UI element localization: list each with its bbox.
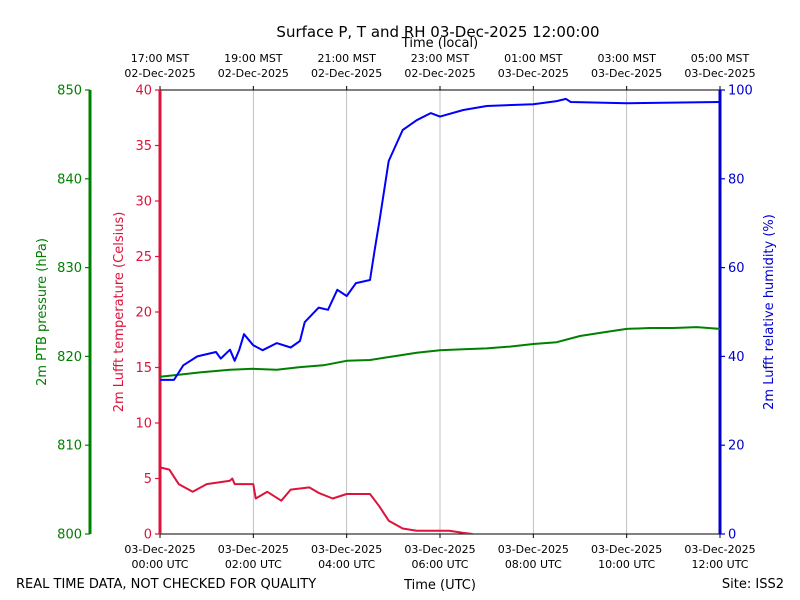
x-top-tick-label: 21:00 MST (317, 52, 376, 65)
x-tick-label: 03-Dec-2025 (404, 543, 475, 556)
y2-tick-label: 80 (728, 172, 745, 187)
x-tick-label: 04:00 UTC (318, 558, 375, 571)
y-tick-label: 40 (135, 84, 152, 99)
y2-tick-label: 40 (728, 350, 745, 365)
y3-tick-label: 810 (57, 439, 82, 454)
x-tick-label: 02:00 UTC (225, 558, 282, 571)
x-tick-label: 03-Dec-2025 (124, 543, 195, 556)
x-tick-label: 08:00 UTC (505, 558, 562, 571)
x-tick-label: 00:00 UTC (131, 558, 188, 571)
y-tick-label: 5 (144, 472, 152, 487)
x-top-tick-label: 03-Dec-2025 (591, 67, 662, 80)
y-tick-label: 20 (135, 306, 152, 321)
x-top-tick-label: 02-Dec-2025 (124, 67, 195, 80)
chart-title: Surface P, T and RH 03-Dec-2025 12:00:00 (276, 23, 599, 41)
y3-tick-label: 850 (57, 84, 82, 99)
series-line (160, 326, 720, 378)
x-top-tick-label: 03-Dec-2025 (498, 67, 569, 80)
footer-left: REAL TIME DATA, NOT CHECKED FOR QUALITY (16, 577, 316, 592)
x-top-tick-label: 03:00 MST (597, 52, 656, 65)
x-top-label: Time (local) (401, 36, 478, 51)
y2-tick-label: 60 (728, 261, 745, 276)
series-line (160, 466, 473, 534)
y-tick-label: 30 (135, 195, 152, 210)
y3-tick-label: 800 (57, 528, 82, 543)
x-top-tick-label: 02-Dec-2025 (311, 67, 382, 80)
x-tick-label: 10:00 UTC (598, 558, 655, 571)
x-tick-label: 03-Dec-2025 (498, 543, 569, 556)
x-top-tick-label: 19:00 MST (224, 52, 283, 65)
x-top-tick-label: 02-Dec-2025 (218, 67, 289, 80)
y2-tick-label: 0 (728, 528, 736, 543)
x-top-tick-label: 03-Dec-2025 (684, 67, 755, 80)
footer-right: Site: ISS2 (722, 577, 784, 592)
y3-label: 2m PTB pressure (hPa) (35, 238, 50, 386)
y-label: 2m Lufft temperature (Celsius) (112, 212, 127, 413)
x-top-tick-label: 05:00 MST (691, 52, 750, 65)
y-tick-label: 15 (135, 361, 152, 376)
x-tick-label: 03-Dec-2025 (591, 543, 662, 556)
y2-tick-label: 20 (728, 439, 745, 454)
y-tick-label: 10 (135, 417, 152, 432)
y2-tick-label: 100 (728, 84, 753, 99)
x-tick-label: 03-Dec-2025 (218, 543, 289, 556)
x-top-tick-label: 17:00 MST (131, 52, 190, 65)
y3-tick-label: 830 (57, 261, 82, 276)
y-tick-label: 25 (135, 250, 152, 265)
y3-tick-label: 820 (57, 350, 82, 365)
series-line (160, 97, 720, 381)
x-top-tick-label: 02-Dec-2025 (404, 67, 475, 80)
y2-label: 2m Lufft relative humidity (%) (762, 214, 777, 410)
x-top-tick-label: 23:00 MST (411, 52, 470, 65)
y-tick-label: 35 (135, 139, 152, 154)
y3-tick-label: 840 (57, 172, 82, 187)
x-tick-label: 06:00 UTC (411, 558, 468, 571)
x-tick-label: 12:00 UTC (691, 558, 748, 571)
x-tick-label: 03-Dec-2025 (684, 543, 755, 556)
y-tick-label: 0 (144, 528, 152, 543)
x-tick-label: 03-Dec-2025 (311, 543, 382, 556)
x-label: Time (UTC) (403, 578, 476, 593)
x-top-tick-label: 01:00 MST (504, 52, 563, 65)
